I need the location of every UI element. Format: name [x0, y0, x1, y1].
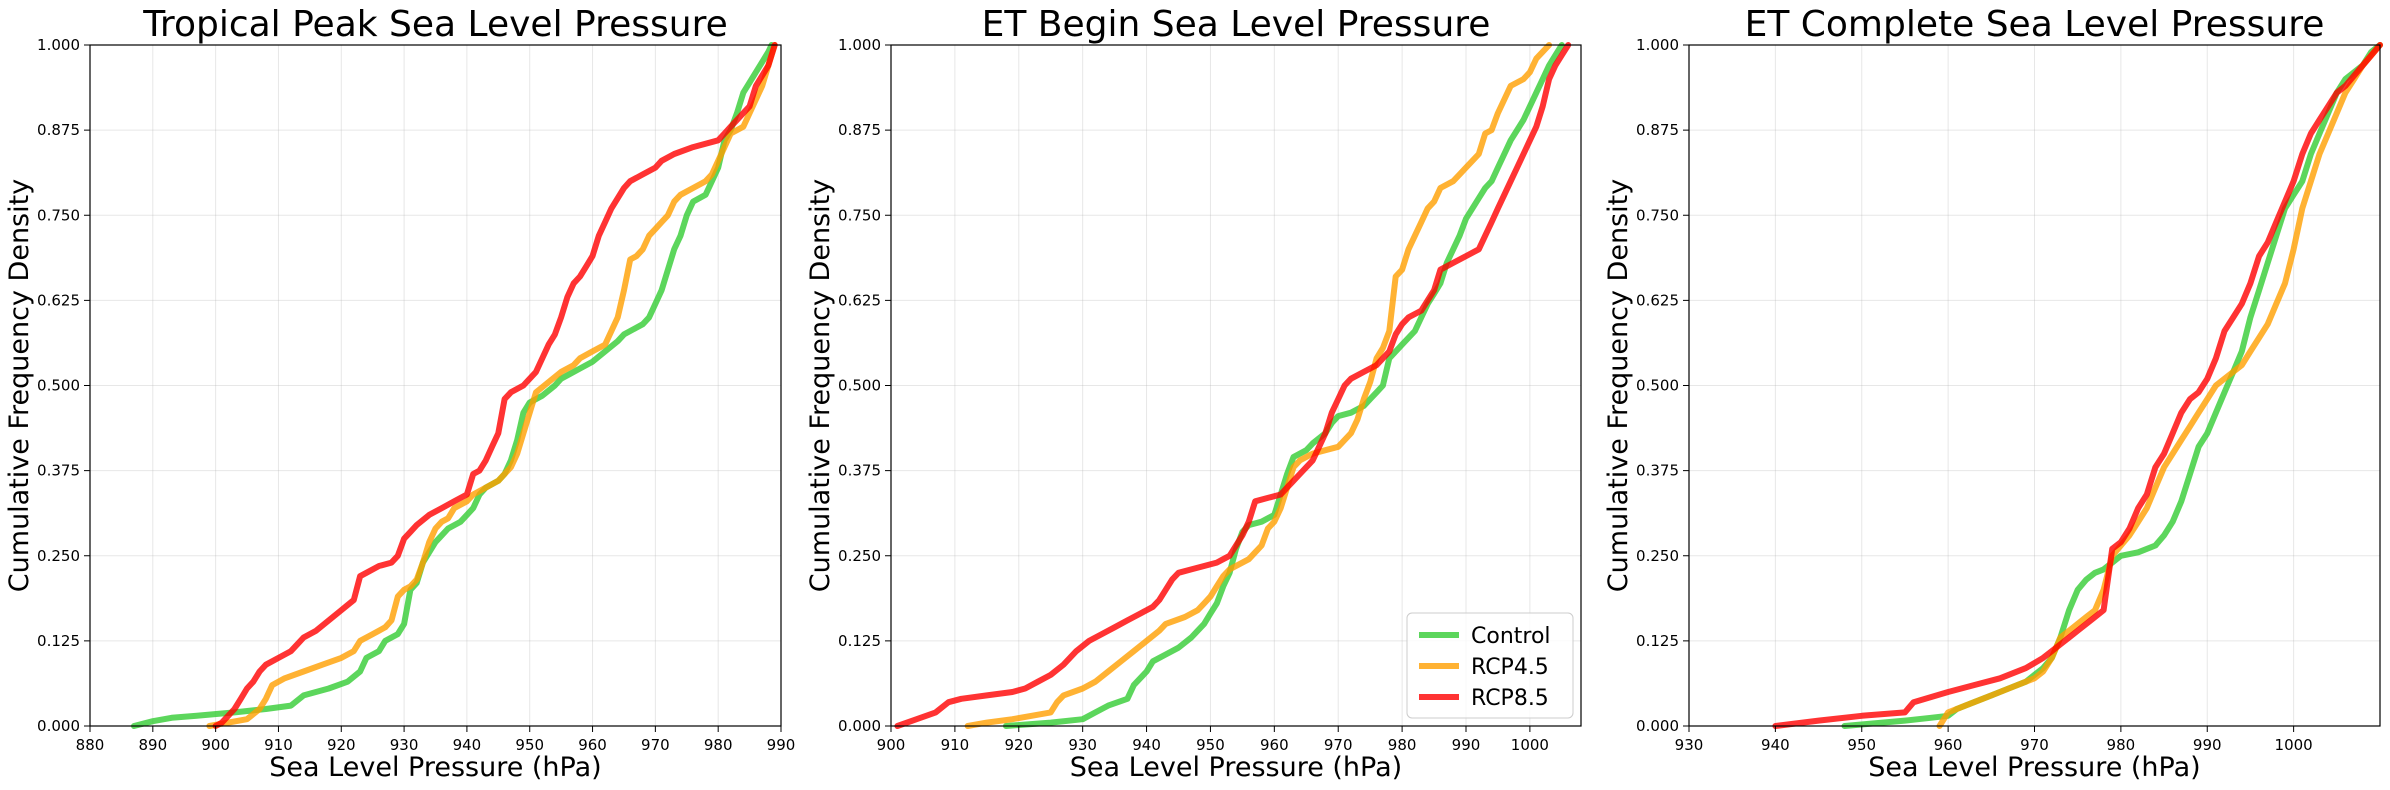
- y-tick-label: 0.750: [1636, 206, 1679, 224]
- legend-label: Control: [1471, 624, 1551, 649]
- y-axis-label: Cumulative Frequency Density: [805, 179, 836, 592]
- x-tick-label: 880: [76, 736, 105, 754]
- y-tick-label: 0.000: [838, 717, 881, 735]
- x-tick-label: 990: [1452, 736, 1481, 754]
- x-tick-label: 990: [2193, 736, 2222, 754]
- x-tick-label: 930: [390, 736, 419, 754]
- chart-title: ET Begin Sea Level Pressure: [982, 4, 1491, 45]
- y-tick-label: 1.000: [838, 36, 881, 54]
- x-axis-label: Sea Level Pressure (hPa): [1070, 752, 1402, 783]
- x-tick-label: 970: [2020, 736, 2049, 754]
- y-tick-label: 0.000: [1636, 717, 1679, 735]
- x-tick-label: 970: [641, 736, 670, 754]
- x-tick-label: 940: [453, 736, 482, 754]
- series-line-rcp85: [894, 42, 1572, 729]
- series-line-rcp85: [212, 42, 778, 729]
- chart-title: ET Complete Sea Level Pressure: [1745, 4, 2325, 45]
- y-tick-label: 1.000: [37, 36, 80, 54]
- y-tick-label: 0.500: [1636, 377, 1679, 395]
- x-tick-label: 950: [1847, 736, 1876, 754]
- x-tick-label: 940: [1132, 736, 1161, 754]
- y-tick-label: 0.125: [37, 632, 80, 650]
- series-line-control: [1003, 42, 1565, 729]
- y-tick-label: 0.000: [37, 717, 80, 735]
- y-tick-label: 0.375: [838, 462, 881, 480]
- x-axis-label: Sea Level Pressure (hPa): [269, 752, 601, 783]
- x-tick-label: 1000: [2275, 736, 2313, 754]
- x-tick-label: 940: [1761, 736, 1790, 754]
- x-tick-label: 970: [1324, 736, 1353, 754]
- y-tick-label: 0.875: [1636, 121, 1679, 139]
- y-tick-label: 0.125: [1636, 632, 1679, 650]
- y-axis-label: Cumulative Frequency Density: [4, 179, 35, 592]
- x-tick-label: 990: [767, 736, 796, 754]
- series-line-rcp45: [1936, 42, 2383, 729]
- y-tick-label: 0.750: [37, 206, 80, 224]
- chart-panel-3: 930 940 950 960 970 980 990 1000 0.000 0.125 0.250…: [1603, 4, 2383, 783]
- y-tick-label: 0.625: [1636, 291, 1679, 309]
- y-tick-label: 0.500: [838, 377, 881, 395]
- x-tick-label: 960: [1260, 736, 1289, 754]
- x-tick-label: 950: [515, 736, 544, 754]
- x-tick-label: 910: [264, 736, 293, 754]
- y-tick-label: 0.250: [1636, 547, 1679, 565]
- x-tick-label: 900: [877, 736, 906, 754]
- y-tick-label: 0.250: [838, 547, 881, 565]
- legend-label: RCP8.5: [1471, 686, 1549, 711]
- x-tick-label: 980: [1388, 736, 1417, 754]
- y-tick-label: 0.625: [838, 291, 881, 309]
- x-tick-label: 910: [941, 736, 970, 754]
- y-tick-label: 0.125: [838, 632, 881, 650]
- x-tick-label: 960: [1934, 736, 1963, 754]
- legend-label: RCP4.5: [1471, 655, 1549, 680]
- series-line-rcp45: [206, 42, 778, 729]
- x-tick-label: 900: [201, 736, 230, 754]
- series-line-rcp85: [1772, 42, 2383, 729]
- y-tick-label: 0.375: [37, 462, 80, 480]
- y-tick-label: 0.500: [37, 377, 80, 395]
- x-tick-label: 1000: [1511, 736, 1549, 754]
- x-tick-label: 920: [1004, 736, 1033, 754]
- legend: Control RCP4.5 RCP8.5: [1406, 612, 1574, 719]
- y-tick-label: 0.375: [1636, 462, 1679, 480]
- y-axis-label: Cumulative Frequency Density: [1603, 179, 1634, 592]
- y-tick-label: 0.750: [838, 206, 881, 224]
- x-tick-label: 960: [578, 736, 607, 754]
- chart-title: Tropical Peak Sea Level Pressure: [142, 4, 728, 45]
- x-tick-label: 930: [1675, 736, 1704, 754]
- y-tick-label: 1.000: [1636, 36, 1679, 54]
- y-tick-label: 0.250: [37, 547, 80, 565]
- y-tick-label: 0.625: [37, 291, 80, 309]
- x-tick-label: 980: [2107, 736, 2136, 754]
- x-tick-label: 890: [138, 736, 167, 754]
- chart-panel-1: 880 890 900 910 920 930 940 950 960 970 980 990 0.00…: [4, 4, 795, 783]
- y-tick-label: 0.875: [838, 121, 881, 139]
- x-tick-label: 930: [1068, 736, 1097, 754]
- x-tick-label: 920: [327, 736, 356, 754]
- x-tick-label: 950: [1196, 736, 1225, 754]
- y-tick-label: 0.875: [37, 121, 80, 139]
- x-axis-label: Sea Level Pressure (hPa): [1868, 752, 2200, 783]
- x-tick-label: 980: [704, 736, 733, 754]
- series-line-control: [131, 42, 775, 729]
- chart-panel-2: 900 910 920 930 940 950 960 970 980 990 1000 0.000 0…: [805, 4, 1582, 783]
- legend-frame: [1406, 612, 1574, 719]
